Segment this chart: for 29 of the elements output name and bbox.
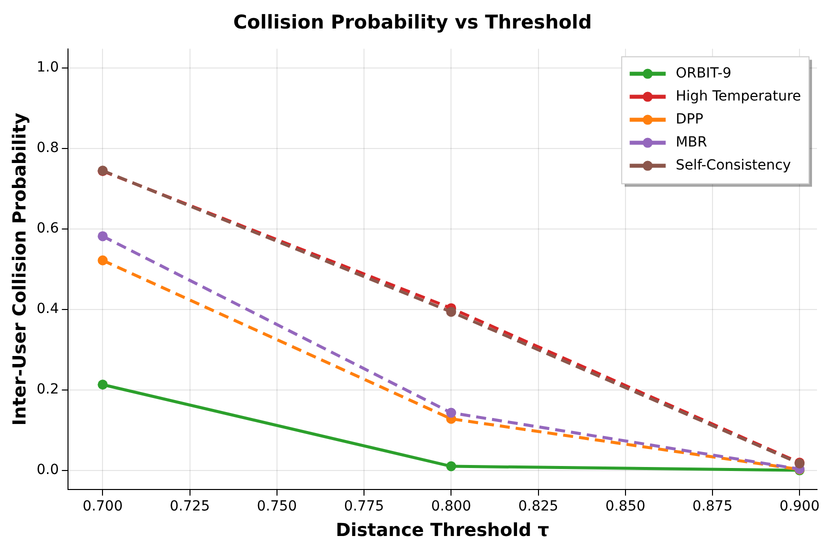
point — [98, 380, 108, 390]
y-tick-label: 0.2 — [36, 382, 59, 398]
y-tick-label: 0.0 — [36, 462, 59, 478]
y-tick-label: 1.0 — [36, 60, 59, 76]
x-axis-title: Distance Threshold τ — [336, 520, 550, 541]
y-tick-label: 0.6 — [36, 220, 59, 237]
point — [446, 461, 456, 472]
legend-label: High Temperature — [676, 88, 802, 104]
legend-label: DPP — [676, 111, 704, 128]
x-tick-label: 0.725 — [170, 498, 210, 515]
point — [98, 231, 108, 242]
y-tick-label: 0.8 — [36, 140, 59, 156]
y-axis-title: Inter-User Collision Probability — [9, 112, 30, 426]
x-tick-label: 0.750 — [256, 498, 297, 515]
point — [446, 408, 456, 418]
x-tick-label: 0.800 — [431, 498, 472, 515]
x-tick-label: 0.775 — [344, 498, 384, 515]
x-tick-label: 0.875 — [692, 498, 733, 515]
x-tick-label: 0.825 — [518, 498, 558, 515]
legend-label: MBR — [676, 134, 708, 150]
legend-label: Self-Consistency — [676, 157, 791, 174]
x-tick-label: 0.700 — [82, 498, 123, 515]
x-tick-label: 0.900 — [780, 498, 820, 515]
point — [98, 255, 108, 266]
legend-label: ORBIT-9 — [676, 65, 732, 82]
chart-title: Collision Probability vs Threshold — [233, 11, 592, 34]
x-tick-label: 0.850 — [605, 498, 646, 515]
y-tick-label: 0.4 — [36, 301, 59, 318]
point — [446, 306, 456, 317]
